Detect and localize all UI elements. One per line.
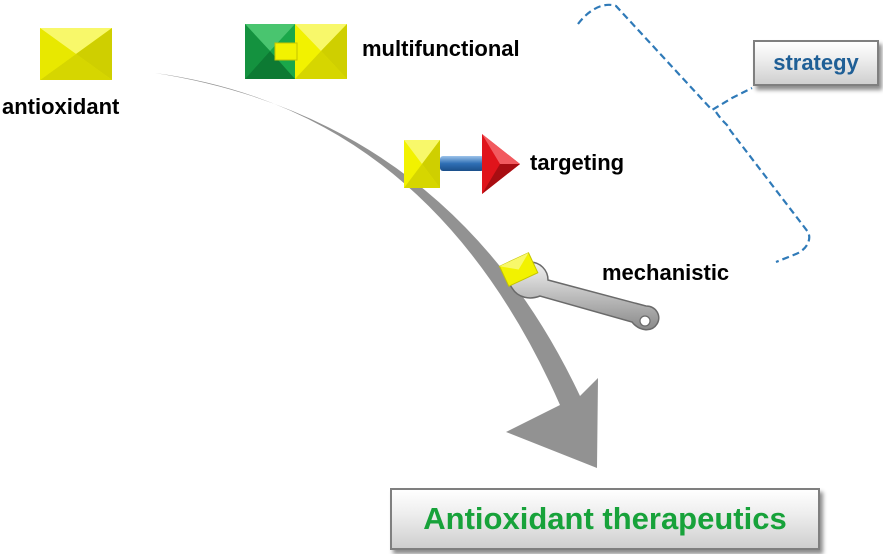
strategy-box: strategy (753, 40, 879, 86)
therapeutics-label: Antioxidant therapeutics (423, 501, 787, 536)
multifunctional-label: multifunctional (362, 36, 520, 61)
curved-arrow (155, 73, 598, 468)
mechanistic-label: mechanistic (602, 260, 730, 285)
dashed-bracket (577, 3, 811, 264)
targeting-icon (404, 134, 520, 194)
strategy-label: strategy (773, 50, 859, 75)
targeting-label: targeting (530, 150, 625, 175)
therapeutics-box: Antioxidant therapeutics (390, 488, 820, 550)
multifunctional-block-icon (245, 24, 347, 79)
wrench-icon (498, 252, 660, 331)
antioxidant-block-icon (40, 28, 112, 80)
antioxidant-label: antioxidant (2, 94, 120, 119)
